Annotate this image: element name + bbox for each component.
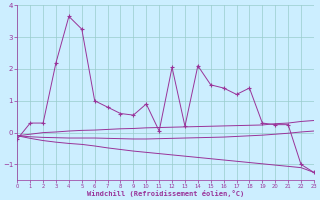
- X-axis label: Windchill (Refroidissement éolien,°C): Windchill (Refroidissement éolien,°C): [87, 190, 244, 197]
